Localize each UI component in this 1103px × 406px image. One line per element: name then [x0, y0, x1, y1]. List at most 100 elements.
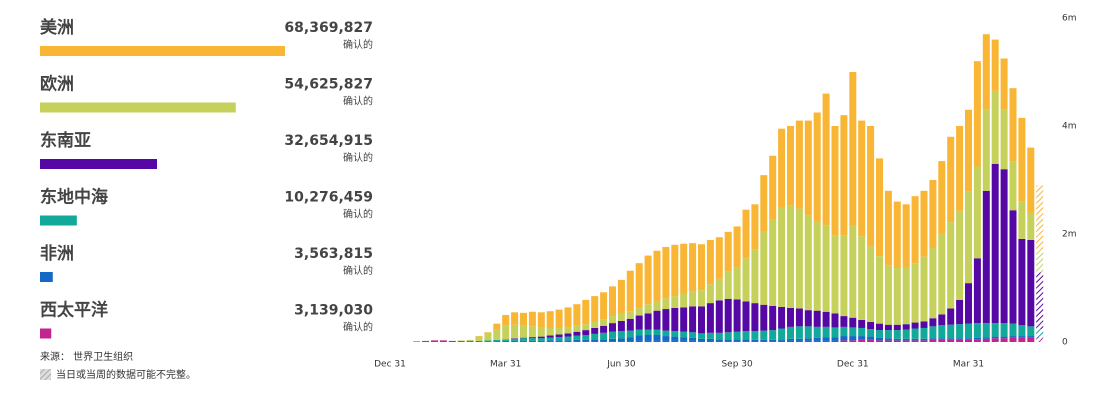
bar-segment — [537, 341, 545, 342]
bar-segment — [751, 249, 759, 304]
bar-segment — [511, 341, 519, 342]
bar-segment — [787, 326, 794, 339]
bar-segment — [662, 336, 670, 341]
bar-segment — [698, 244, 705, 291]
bar-segment — [991, 39, 999, 91]
y-tick-label: 0 — [1062, 338, 1068, 348]
bar-segment — [938, 338, 946, 340]
bar-segment — [1009, 337, 1017, 342]
bar-segment — [893, 338, 901, 341]
region-bar — [40, 272, 53, 282]
bar-segment — [644, 304, 652, 314]
bar-segment — [947, 324, 955, 339]
bar-segment — [582, 330, 590, 335]
bar-segment — [537, 338, 545, 341]
bar-segment — [617, 313, 625, 321]
bar-segment — [876, 337, 883, 341]
bar-segment — [751, 339, 759, 342]
bar-segment — [644, 255, 652, 305]
bar-segment — [457, 340, 465, 341]
bar-segment — [635, 340, 643, 342]
bar-segment — [795, 326, 803, 339]
total-caption: 确认的 — [343, 151, 373, 164]
bar-segment — [902, 324, 910, 330]
bar-segment — [1009, 323, 1017, 337]
region-bar — [40, 215, 77, 226]
bar-segment — [555, 340, 563, 342]
bar-segment — [760, 231, 768, 305]
bar-segment — [804, 338, 812, 341]
bar-segment — [546, 337, 554, 341]
bar-segment — [671, 307, 679, 332]
bar-segment — [680, 337, 688, 341]
bar-segment — [769, 339, 777, 342]
region-total: 54,625,827 — [284, 77, 373, 93]
bar-segment — [929, 180, 937, 249]
bar-segment — [982, 190, 990, 324]
bar-segment — [644, 329, 652, 335]
bar-segment — [858, 120, 866, 237]
bar-segment — [849, 340, 857, 342]
bar-segment — [920, 338, 928, 341]
bar-segment — [947, 308, 955, 325]
bar-segment — [680, 293, 688, 308]
bar-segment — [466, 340, 474, 342]
bar-segment — [929, 318, 937, 327]
bar-segment — [867, 322, 875, 330]
bar-segment — [537, 336, 545, 339]
bar-segment — [911, 338, 919, 341]
bar-segment — [706, 284, 714, 304]
bar-segment — [484, 340, 492, 342]
bar-segment — [635, 315, 643, 330]
bar-segment — [1036, 185, 1044, 251]
bar-segment — [733, 331, 741, 340]
bar-segment — [671, 340, 679, 342]
bar-segment — [813, 340, 821, 342]
bar-segment — [911, 340, 919, 342]
bar-segment — [617, 279, 625, 314]
bar-segment — [858, 339, 866, 342]
bar-segment — [644, 340, 652, 342]
bar-segment — [600, 332, 608, 340]
region-total: 32,654,915 — [284, 133, 373, 149]
bar-segment — [1000, 109, 1008, 170]
bar-segment — [689, 337, 697, 341]
region-name: 西太平洋 — [40, 300, 108, 321]
bar-segment — [537, 340, 545, 342]
bar-segment — [1027, 326, 1035, 337]
bar-segment — [733, 299, 741, 332]
total-caption: 确认的 — [343, 95, 373, 108]
bar-segment — [617, 341, 625, 342]
region-bar — [40, 159, 158, 169]
bar-segment — [840, 326, 848, 337]
bar-segment — [965, 283, 972, 324]
total-caption: 确认的 — [343, 321, 373, 334]
bar-segment — [680, 331, 688, 338]
bar-segment — [715, 332, 723, 340]
bar-segment — [804, 340, 812, 342]
bar-segment — [751, 331, 759, 340]
bar-segment — [982, 34, 990, 110]
bar-segment — [1009, 210, 1017, 324]
bar-segment — [893, 340, 901, 342]
x-tick-label: Dec 31 — [837, 360, 869, 370]
bar-segment — [431, 340, 438, 342]
bar-segment — [493, 329, 501, 340]
x-tick-label: Sep 30 — [721, 360, 753, 370]
bar-segment — [947, 339, 955, 342]
bar-segment — [956, 210, 964, 300]
bar-segment — [724, 298, 732, 333]
bar-segment — [582, 334, 590, 340]
note: 当日或当周的数据可能不完整。 — [56, 368, 196, 381]
bar-segment — [502, 339, 510, 341]
bar-segment — [564, 336, 572, 341]
bar-segment — [475, 336, 483, 337]
bar-segment — [626, 311, 634, 319]
region-total: 10,276,459 — [284, 190, 373, 206]
bar-segment — [520, 338, 527, 341]
bar-segment — [795, 340, 803, 342]
bar-segment — [591, 341, 599, 342]
bar-segment — [546, 311, 554, 328]
bar-segment — [466, 341, 474, 342]
bar-segment — [653, 310, 661, 330]
